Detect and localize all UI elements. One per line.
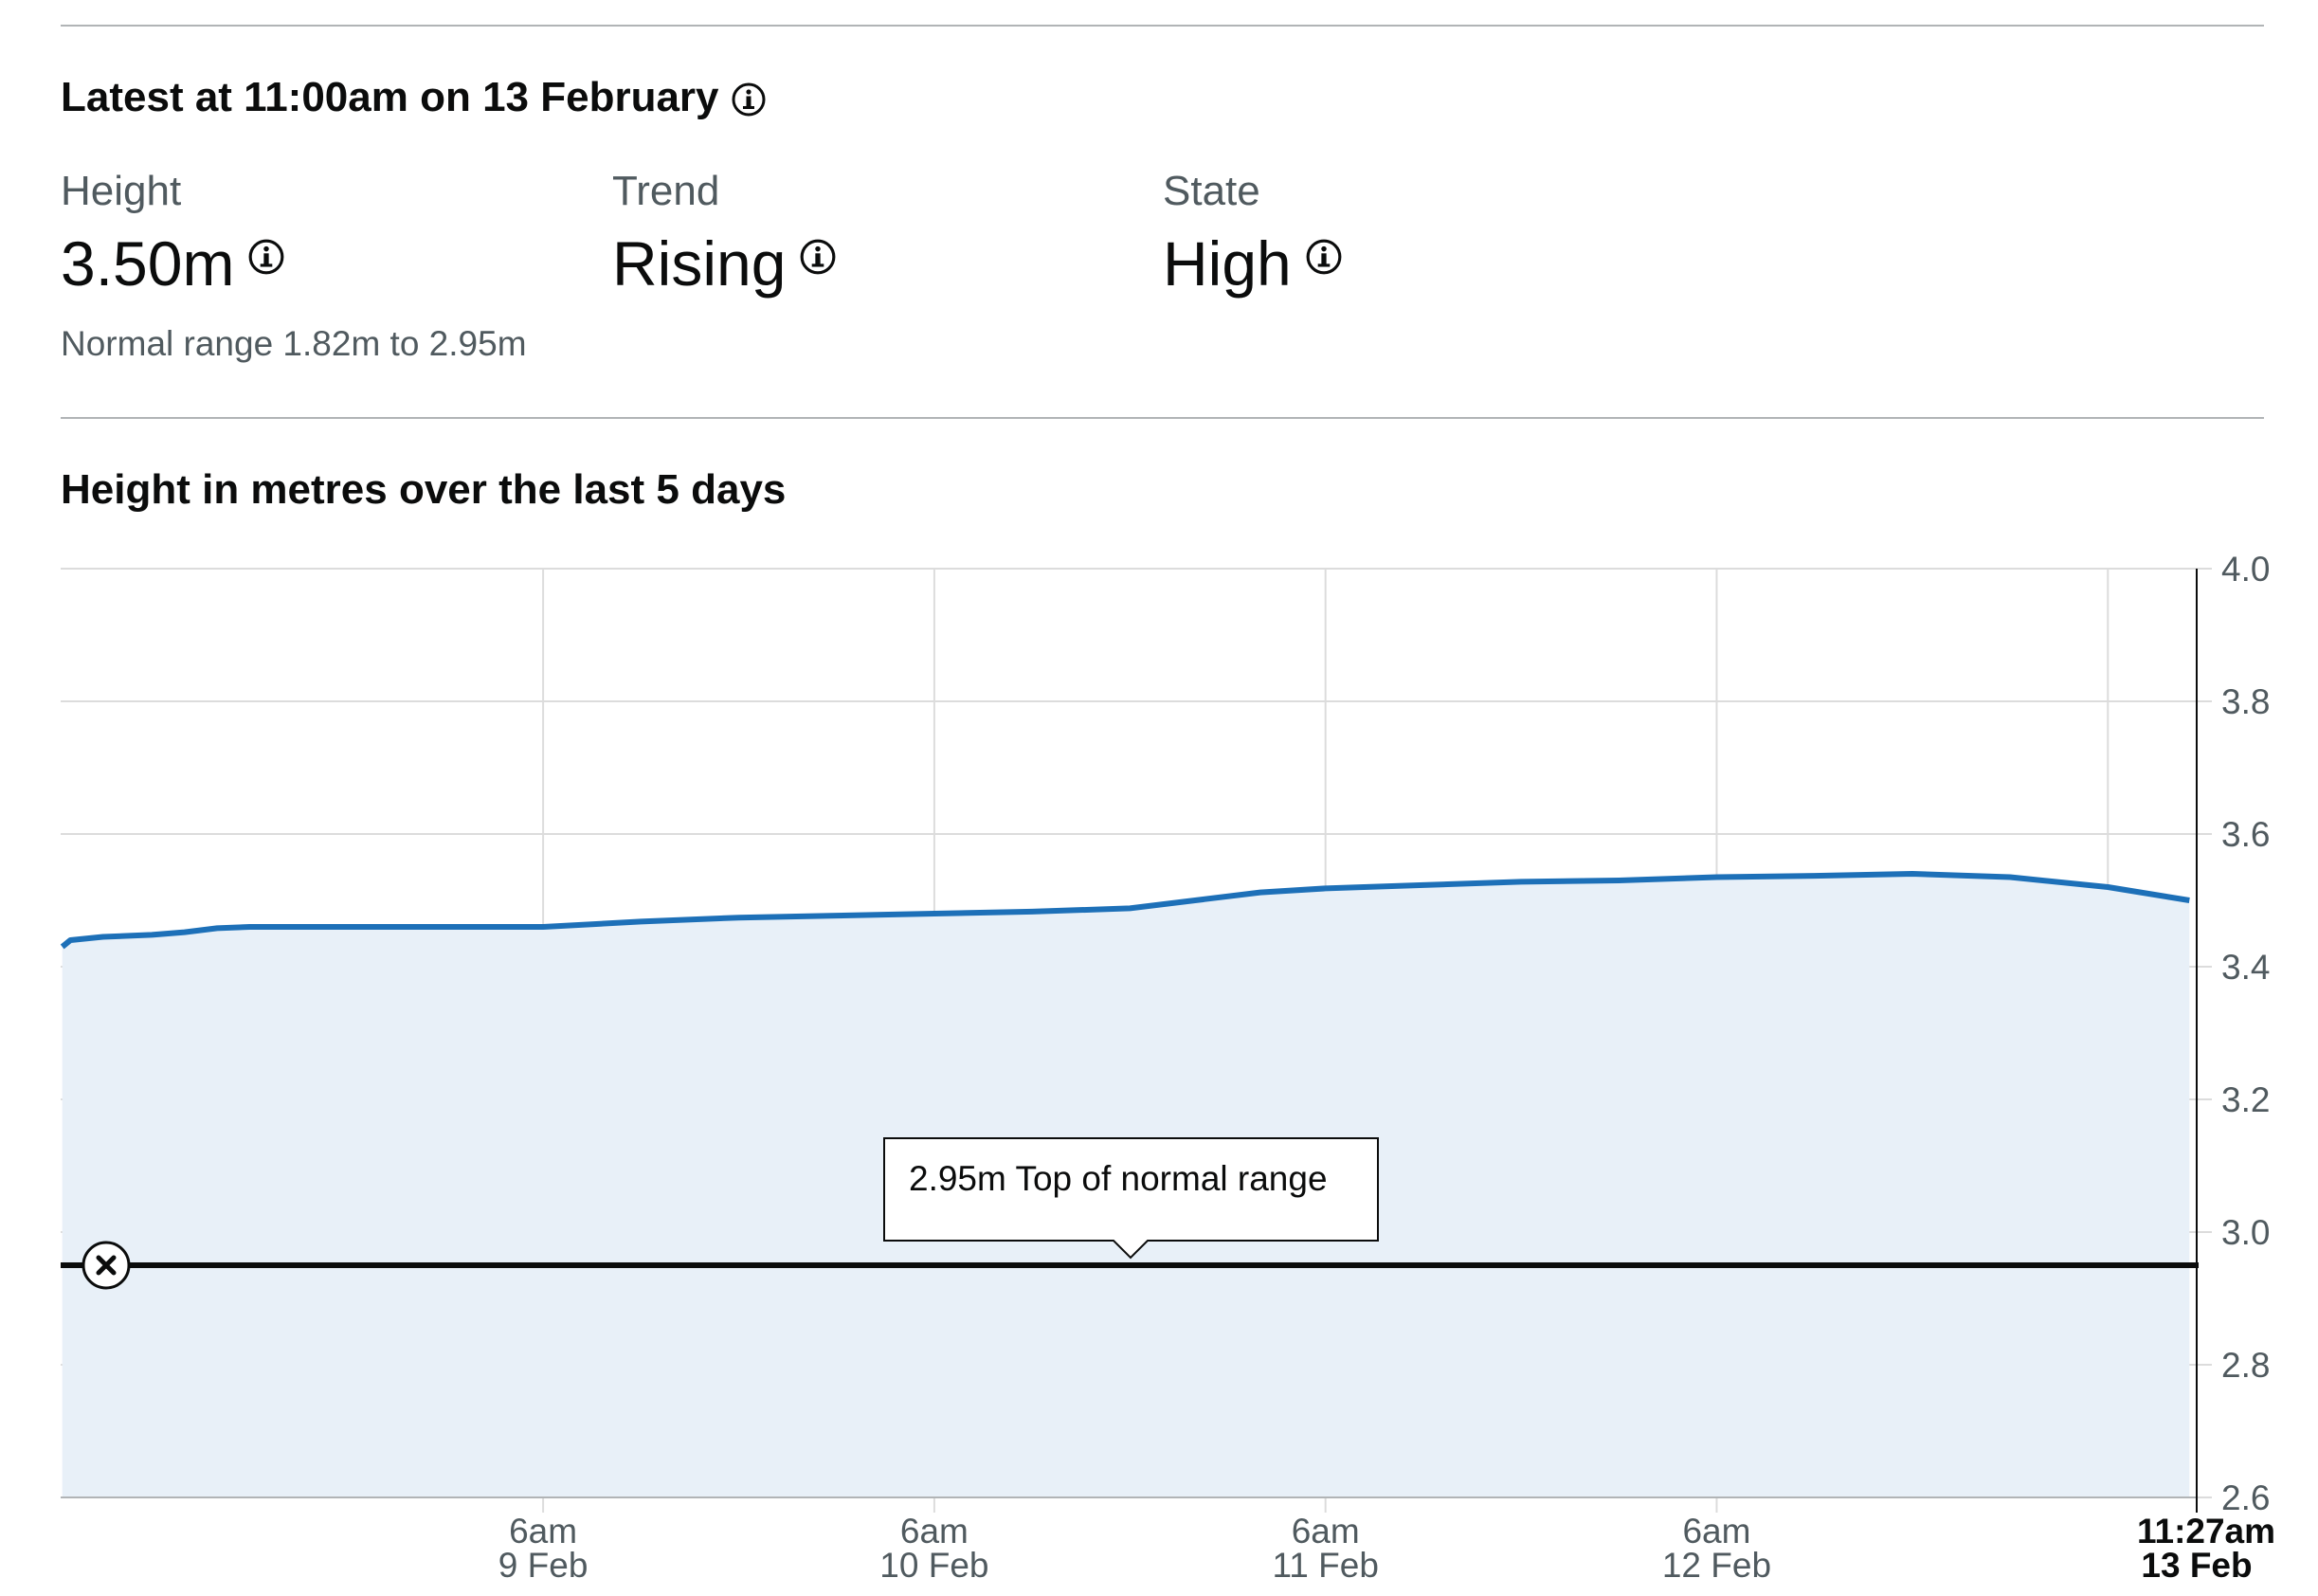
normal-range-text: Normal range 1.82m to 2.95m	[61, 324, 527, 363]
trend-info-icon[interactable]	[799, 238, 837, 276]
y-tick-label: 2.6	[2221, 1478, 2270, 1517]
y-tick-label: 2.8	[2221, 1346, 2270, 1385]
y-tick-label: 4.0	[2221, 550, 2270, 589]
latest-heading-text: Latest at 11:00am on 13 February	[61, 74, 719, 120]
x-tick-label: 6am	[1682, 1512, 1750, 1551]
y-tick-label: 3.6	[2221, 815, 2270, 854]
x-tick-date-label: 9 Feb	[498, 1546, 589, 1585]
height-label: Height	[61, 168, 182, 214]
y-tick-label: 3.8	[2221, 682, 2270, 721]
x-tick-date-label: 12 Feb	[1662, 1546, 1771, 1585]
height-value: 3.50m	[61, 228, 235, 299]
river-level-chart[interactable]: 2.95m Top of normal range 2.6 2.8 3.0 3.2 3.…	[0, 550, 2318, 1596]
state-value: High	[1163, 228, 1292, 299]
y-tick-label: 3.0	[2221, 1213, 2270, 1252]
y-axis-ticks: 2.6 2.8 3.0 3.2 3.4 3.6 3.8 4.0	[2221, 550, 2270, 1517]
x-tick-label: 6am	[509, 1512, 577, 1551]
x-tick-label: 6am	[900, 1512, 969, 1551]
tooltip-box	[883, 1137, 1379, 1260]
x-tick-label: 6am	[1292, 1512, 1360, 1551]
threshold-label: 2.95m Top of normal range	[909, 1159, 1328, 1198]
top-divider	[61, 25, 2264, 27]
height-info-icon[interactable]	[247, 238, 285, 276]
state-value-row: High	[1163, 221, 1343, 306]
height-series-line	[60, 871, 2190, 950]
height-stat: Height 3.50m	[61, 166, 285, 306]
x-tick-date-label: 11 Feb	[1272, 1546, 1378, 1585]
y-tick-label: 3.2	[2221, 1080, 2270, 1119]
height-value-row: 3.50m	[61, 221, 285, 306]
section-divider	[61, 417, 2264, 419]
x-tick-date-label: 10 Feb	[879, 1546, 988, 1585]
trend-value-row: Rising	[612, 221, 837, 306]
trend-value: Rising	[612, 228, 787, 299]
now-date-label: 13 Feb	[2141, 1546, 2252, 1585]
state-info-icon[interactable]	[1305, 238, 1343, 276]
info-icon[interactable]	[731, 82, 767, 118]
threshold-tooltip: 2.95m Top of normal range	[883, 1137, 1379, 1260]
latest-heading: Latest at 11:00am on 13 February	[61, 74, 767, 121]
close-icon[interactable]	[96, 1255, 117, 1276]
threshold-remove-button[interactable]	[81, 1241, 131, 1290]
state-stat: State High	[1163, 166, 1343, 306]
trend-label: Trend	[612, 168, 720, 214]
chart-heading: Height in metres over the last 5 days	[61, 466, 787, 513]
trend-stat: Trend Rising	[612, 166, 837, 306]
state-label: State	[1163, 168, 1260, 214]
now-time-label: 11:27am	[2137, 1512, 2275, 1551]
y-tick-label: 3.4	[2221, 948, 2270, 987]
